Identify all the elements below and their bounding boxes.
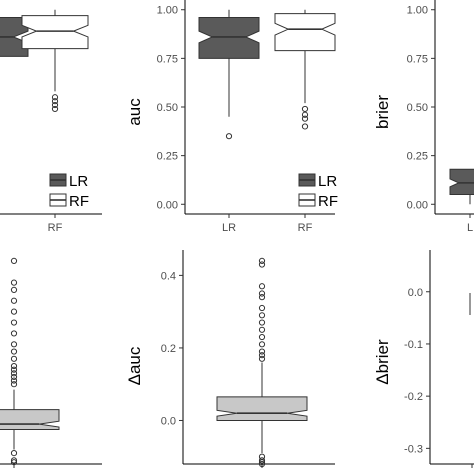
p1-rf-box — [21, 15, 89, 50]
p4--outlier-point — [10, 377, 18, 384]
p5--outlier-point — [258, 348, 266, 355]
panel-3-brier: brier 0.00 0.25 0.50 0.75 1.00 L — [373, 0, 474, 234]
p5-ytick-label: 0.2 — [161, 343, 176, 355]
p4--outlier-point — [10, 355, 18, 362]
p2-ytick-label: 0.50 — [157, 102, 178, 114]
panel-6-delta-brier: Δbrier 0.0 -0.1 -0.2 -0.3 — [373, 250, 474, 468]
p5-ytick-label: 0.0 — [161, 415, 176, 427]
p4--outlier-point — [10, 319, 18, 326]
p4--outlier-point — [10, 348, 18, 355]
panel-2-legend-label-lr: LR — [318, 173, 337, 190]
p4--outlier-point — [10, 286, 18, 293]
p4--outlier-point — [10, 381, 18, 388]
p4--outlier-point — [10, 370, 18, 377]
p2-rf-outlier-point — [301, 115, 309, 122]
panel-1-top-left: RF LR RF — [0, 9, 102, 234]
panel-6-y-ticks: 0.0 -0.1 -0.2 -0.3 — [404, 287, 430, 455]
p5--outlier-point — [258, 283, 266, 290]
p4--outlier-point — [10, 341, 18, 348]
panel-3-y-axis-label: brier — [373, 95, 392, 129]
panel-2-auc: auc 0.00 0.25 0.50 0.75 1.00 LR RF LR RF — [125, 0, 338, 234]
panel-3-y-ticks: 0.00 0.25 0.50 0.75 1.00 — [407, 5, 435, 211]
p1-rf-outlier-point — [51, 98, 59, 105]
p5--outlier-point — [258, 457, 266, 464]
panel-4-bottom-left — [0, 257, 102, 468]
p2-rf-outlier-point — [301, 123, 309, 130]
p3-ytick-label: 0.00 — [407, 199, 428, 211]
p5--box — [216, 396, 308, 421]
p1-rf-outlier-point — [51, 94, 59, 101]
panel-1-legend: LR RF — [49, 173, 89, 210]
panel-1-legend-label-lr: LR — [69, 173, 88, 190]
p2-rf-box — [274, 13, 336, 52]
panel-2-y-ticks: 0.00 0.25 0.50 0.75 1.00 — [157, 5, 185, 211]
panel-2-legend: LR RF — [298, 173, 338, 210]
panel-2-legend-label-rf: RF — [318, 193, 338, 210]
panel-3-boxes — [449, 168, 474, 205]
p5--outlier-point — [258, 355, 266, 362]
panel-4-boxes — [0, 257, 60, 466]
p1-rf-outlier-point — [51, 105, 59, 113]
p5--outlier-point — [258, 326, 266, 333]
p4--outlier-point — [10, 279, 18, 286]
p3-ytick-label: 0.75 — [407, 53, 428, 65]
panel-5-y-axis-label: Δauc — [125, 346, 144, 385]
panel-5-y-ticks: 0.0 0.2 0.4 — [161, 270, 183, 427]
panel-2-xtick-label-rf: RF — [298, 222, 313, 234]
p2-rf-outlier-point — [301, 111, 309, 118]
p5--outlier-point — [258, 312, 266, 319]
p4--outlier-point — [10, 362, 18, 370]
panel-6-y-axis-label: Δbrier — [373, 339, 392, 385]
p5--outlier-point — [258, 294, 266, 301]
p5--outlier-point — [258, 261, 266, 268]
p5--outlier-point — [258, 333, 266, 341]
p4--outlier-point — [10, 297, 18, 304]
p4--outlier-point — [10, 330, 18, 337]
p4--outlier-point — [10, 366, 18, 373]
p4--outlier-point — [10, 457, 18, 464]
panel-2-xtick-label-lr: LR — [222, 222, 236, 234]
panel-5-delta-auc: Δauc 0.0 0.2 0.4 — [125, 250, 335, 468]
p2-ytick-label: 0.75 — [157, 53, 178, 65]
p3-ytick-label: 0.50 — [407, 102, 428, 114]
p6-ytick-label: -0.3 — [404, 443, 423, 455]
p6-ytick-label: -0.1 — [404, 339, 423, 351]
panel-1-boxes — [0, 9, 89, 113]
p4--outlier-point — [10, 373, 18, 381]
p3-ytick-label: 1.00 — [407, 5, 428, 17]
p4--outlier-point — [10, 450, 18, 457]
p4--outlier-point — [10, 308, 18, 315]
p2-lr-outlier-point — [225, 133, 233, 140]
p5--outlier-point — [258, 341, 266, 348]
panel-1-xtick-label-rf: RF — [48, 222, 63, 234]
p1-rf-outlier-point — [51, 101, 59, 109]
p5--outlier-point — [258, 257, 266, 264]
panel-3-xtick-label-lr: L — [467, 222, 473, 234]
p2-ytick-label: 0.25 — [157, 151, 178, 163]
panel-1-legend-label-rf: RF — [69, 193, 89, 210]
p5--outlier-point — [258, 304, 266, 312]
p6-ytick-label: -0.2 — [404, 391, 423, 403]
p2-ytick-label: 1.00 — [157, 5, 178, 17]
p5--outlier-point — [258, 319, 266, 326]
p4--outlier-point — [10, 257, 18, 264]
p2-lr-box — [198, 17, 260, 59]
p5--outlier-point — [258, 290, 266, 297]
p4--box — [0, 409, 60, 431]
p3-lr-box — [449, 168, 474, 196]
panel-2-y-axis-label: auc — [125, 98, 144, 126]
panel-2-boxes — [198, 9, 336, 140]
panel-5-boxes — [216, 257, 308, 468]
p5--outlier-point — [258, 352, 266, 359]
p3-ytick-label: 0.25 — [407, 151, 428, 163]
p2-ytick-label: 0.00 — [157, 199, 178, 211]
p2-rf-outlier-point — [301, 105, 309, 113]
p5-ytick-label: 0.4 — [161, 270, 176, 282]
p6-ytick-label: 0.0 — [408, 287, 423, 299]
